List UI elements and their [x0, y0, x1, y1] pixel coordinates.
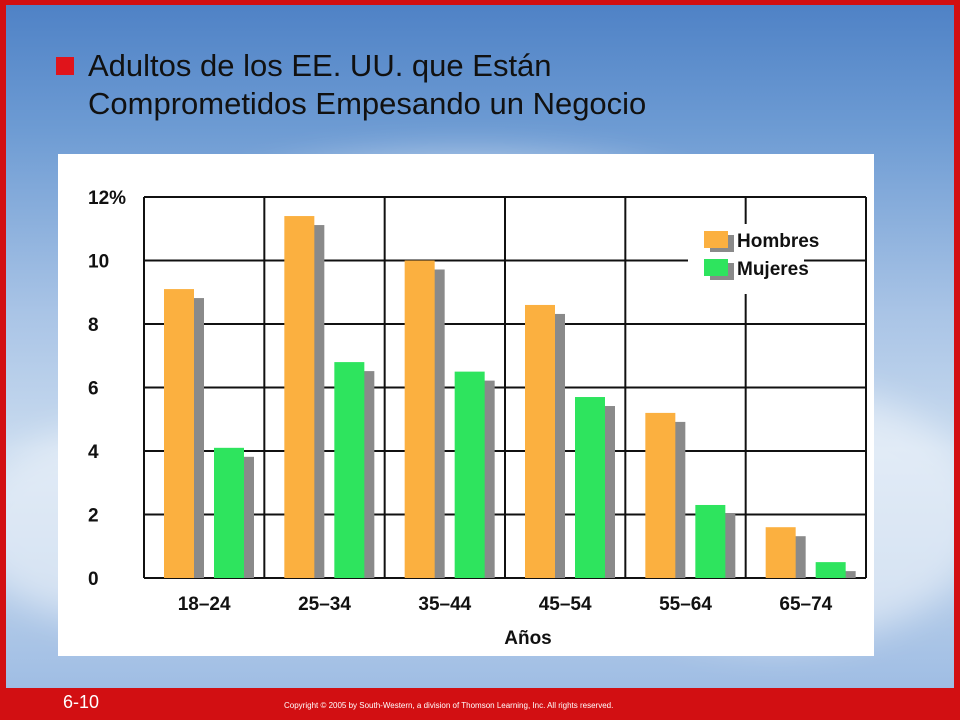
- copyright-text: Copyright © 2005 by South-Western, a div…: [284, 701, 614, 710]
- slide-title: Adultos de los EE. UU. que Están Comprom…: [88, 47, 888, 123]
- x-tick-label: 18–24: [178, 594, 231, 615]
- x-tick-label: 55–64: [659, 594, 712, 615]
- title-bullet-icon: [56, 57, 74, 75]
- legend-swatch-mujeres: [704, 259, 728, 276]
- bar-mujeres: [454, 371, 485, 578]
- bar-hombres: [404, 260, 435, 578]
- bar-chart: 0 2 4 6 8 10 12% 18–24 25–34 35–44 45–54 55–64 65–74…: [88, 188, 867, 649]
- bar-hombres: [284, 216, 315, 579]
- bar-mujeres: [575, 397, 605, 578]
- bar-mujeres: [214, 447, 244, 578]
- bar-hombres: [525, 304, 555, 578]
- bar-mujeres: [334, 362, 365, 578]
- y-tick-label: 12%: [88, 188, 126, 209]
- x-tick-label: 65–74: [779, 594, 832, 615]
- x-tick-label: 45–54: [539, 594, 592, 615]
- bar-hombres: [164, 289, 194, 578]
- bar-hombres: [765, 527, 796, 578]
- y-tick-label: 4: [88, 442, 99, 463]
- y-tick-label: 10: [88, 252, 109, 273]
- x-tick-label: 35–44: [418, 594, 471, 615]
- bar-mujeres: [815, 562, 846, 578]
- x-axis-label: Años: [504, 628, 552, 649]
- title-line-1: Adultos de los EE. UU. que Están: [88, 48, 552, 83]
- chart-panel: 0 2 4 6 8 10 12% 18–24 25–34 35–44 45–54 55–64 65–74…: [58, 154, 874, 656]
- page-number: 6-10: [63, 692, 100, 712]
- bar-hombres: [645, 412, 676, 578]
- legend-label: Hombres: [737, 231, 819, 252]
- y-tick-label: 8: [88, 315, 99, 336]
- y-tick-label: 6: [88, 379, 99, 400]
- x-tick-label: 25–34: [298, 594, 351, 615]
- title-line-2: Comprometidos Empesando un Negocio: [88, 86, 647, 121]
- bar-mujeres: [695, 504, 726, 578]
- legend-label: Mujeres: [737, 259, 809, 280]
- y-tick-label: 2: [88, 506, 99, 527]
- y-tick-label: 0: [88, 569, 99, 590]
- legend-swatch-hombres: [704, 231, 728, 248]
